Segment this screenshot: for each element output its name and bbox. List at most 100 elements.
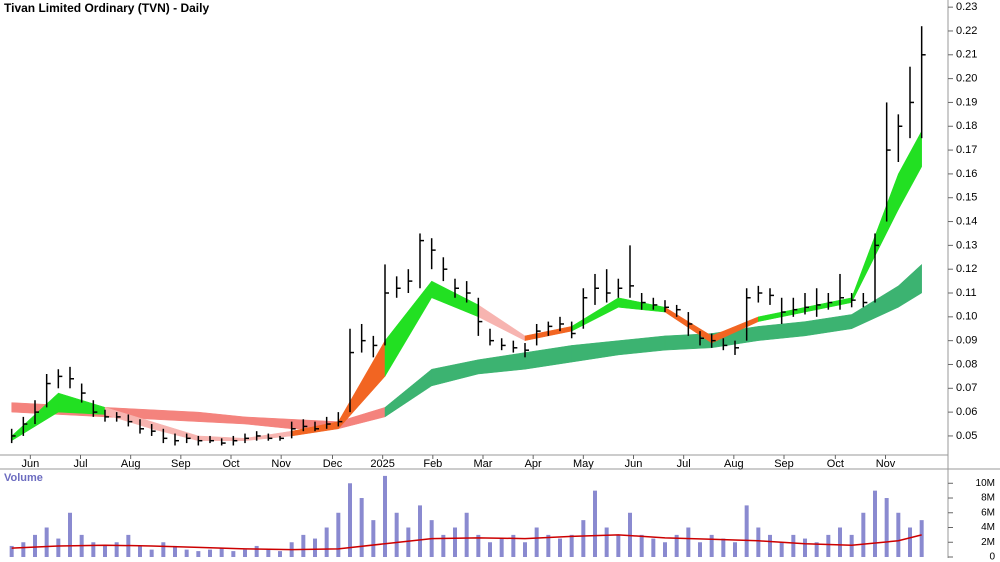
volume-bar <box>103 545 107 557</box>
y-tick-label: 10M <box>976 478 995 489</box>
y-tick-label: 0.08 <box>956 358 977 370</box>
y-tick-label: 0.14 <box>956 215 977 227</box>
volume-bar <box>441 534 446 557</box>
y-tick-label: 0.17 <box>956 144 977 156</box>
volume-bar <box>721 538 726 557</box>
x-tick-label: Jun <box>625 458 643 470</box>
volume-bar <box>896 512 901 557</box>
volume-bar <box>9 545 14 557</box>
volume-bar <box>149 549 154 557</box>
volume-bar <box>838 527 842 557</box>
y-tick-label: 0.09 <box>956 335 977 347</box>
volume-bar <box>418 505 422 557</box>
volume-bar <box>254 545 259 557</box>
volume-bar <box>33 534 37 557</box>
x-tick-label: Aug <box>121 458 141 470</box>
y-tick-label: 0.21 <box>956 49 977 61</box>
volume-bar <box>243 549 247 557</box>
volume-bar <box>91 542 96 557</box>
volume-bar <box>569 534 574 557</box>
y-tick-label: 0.22 <box>956 25 977 37</box>
volume-bar <box>651 538 656 557</box>
y-tick-label: 0.20 <box>956 73 977 85</box>
volume-bar <box>336 512 341 557</box>
volume-bar <box>324 527 329 557</box>
volume-bar <box>884 498 889 557</box>
volume-bar <box>173 545 177 557</box>
volume-bar <box>114 542 119 557</box>
y-tick-label: 8M <box>981 493 995 504</box>
volume-bar <box>196 551 201 557</box>
volume-bar <box>301 534 306 557</box>
volume-bar <box>756 527 761 557</box>
volume-bar <box>861 512 866 557</box>
y-tick-label: 0.07 <box>956 382 977 394</box>
volume-bar <box>406 527 411 557</box>
volume-bar <box>908 527 912 557</box>
x-tick-label: Dec <box>323 458 343 470</box>
volume-bar <box>593 490 597 557</box>
volume-bar <box>476 534 481 557</box>
x-tick-label: Sep <box>171 458 191 470</box>
volume-bar <box>826 534 831 557</box>
volume-bar <box>68 512 72 557</box>
volume-bar <box>184 549 189 557</box>
volume-title: Volume <box>4 472 43 484</box>
volume-bar <box>138 545 142 557</box>
x-tick-label: Aug <box>724 458 744 470</box>
volume-bar <box>348 483 352 557</box>
x-tick-label: Jul <box>73 458 87 470</box>
y-tick-label: 0.10 <box>956 311 977 323</box>
volume-bar <box>814 542 819 557</box>
x-tick-label: Oct <box>222 458 239 470</box>
y-tick-label: 6M <box>981 507 995 518</box>
volume-bar <box>663 542 667 557</box>
chart-title: Tivan Limited Ordinary (TVN) - Daily <box>4 1 209 15</box>
x-tick-label: Feb <box>423 458 442 470</box>
volume-bar <box>534 527 539 557</box>
x-tick-label: 2025 <box>370 458 394 470</box>
volume-bar <box>394 512 399 557</box>
volume-bar <box>674 534 679 557</box>
volume-bar <box>604 527 609 557</box>
volume-bar <box>219 548 224 557</box>
volume-bar <box>546 534 551 557</box>
ribbon-segment <box>151 409 199 422</box>
x-tick-label: Oct <box>827 458 844 470</box>
volume-bar <box>44 527 49 557</box>
volume-bar <box>464 512 469 557</box>
y-tick-label: 0.23 <box>956 1 977 13</box>
volume-bar <box>499 538 504 557</box>
volume-bar <box>488 542 492 557</box>
y-tick-label: 0.19 <box>956 96 977 108</box>
volume-bar <box>919 520 924 557</box>
y-tick-label: 0.15 <box>956 192 977 204</box>
y-tick-label: 4M <box>981 522 995 533</box>
volume-bar <box>231 551 236 557</box>
x-tick-label: Sep <box>774 458 794 470</box>
y-tick-label: 0.18 <box>956 120 977 132</box>
y-tick-label: 0.05 <box>956 430 977 442</box>
volume-average <box>11 534 922 551</box>
x-tick-label: Jun <box>21 458 39 470</box>
volume-bar <box>313 538 317 557</box>
volume-bar <box>359 498 364 557</box>
x-tick-label: May <box>573 458 594 470</box>
volume-bar <box>733 542 737 557</box>
volume-bar <box>744 505 749 557</box>
y-tick-label: 0.06 <box>956 406 977 418</box>
volume-bar <box>208 549 212 557</box>
volume-bar <box>768 534 772 557</box>
y-tick-label: 2M <box>981 537 995 548</box>
ribbon-segment <box>898 263 922 308</box>
volume-bar <box>278 551 282 557</box>
volume-bar <box>21 542 26 557</box>
y-tick-label: 0.13 <box>956 239 977 251</box>
volume-bar <box>453 527 457 557</box>
volume-bar <box>161 542 166 557</box>
y-tick-label: 0.16 <box>956 168 977 180</box>
volume-bar <box>709 534 714 557</box>
volume-bar <box>56 538 61 557</box>
